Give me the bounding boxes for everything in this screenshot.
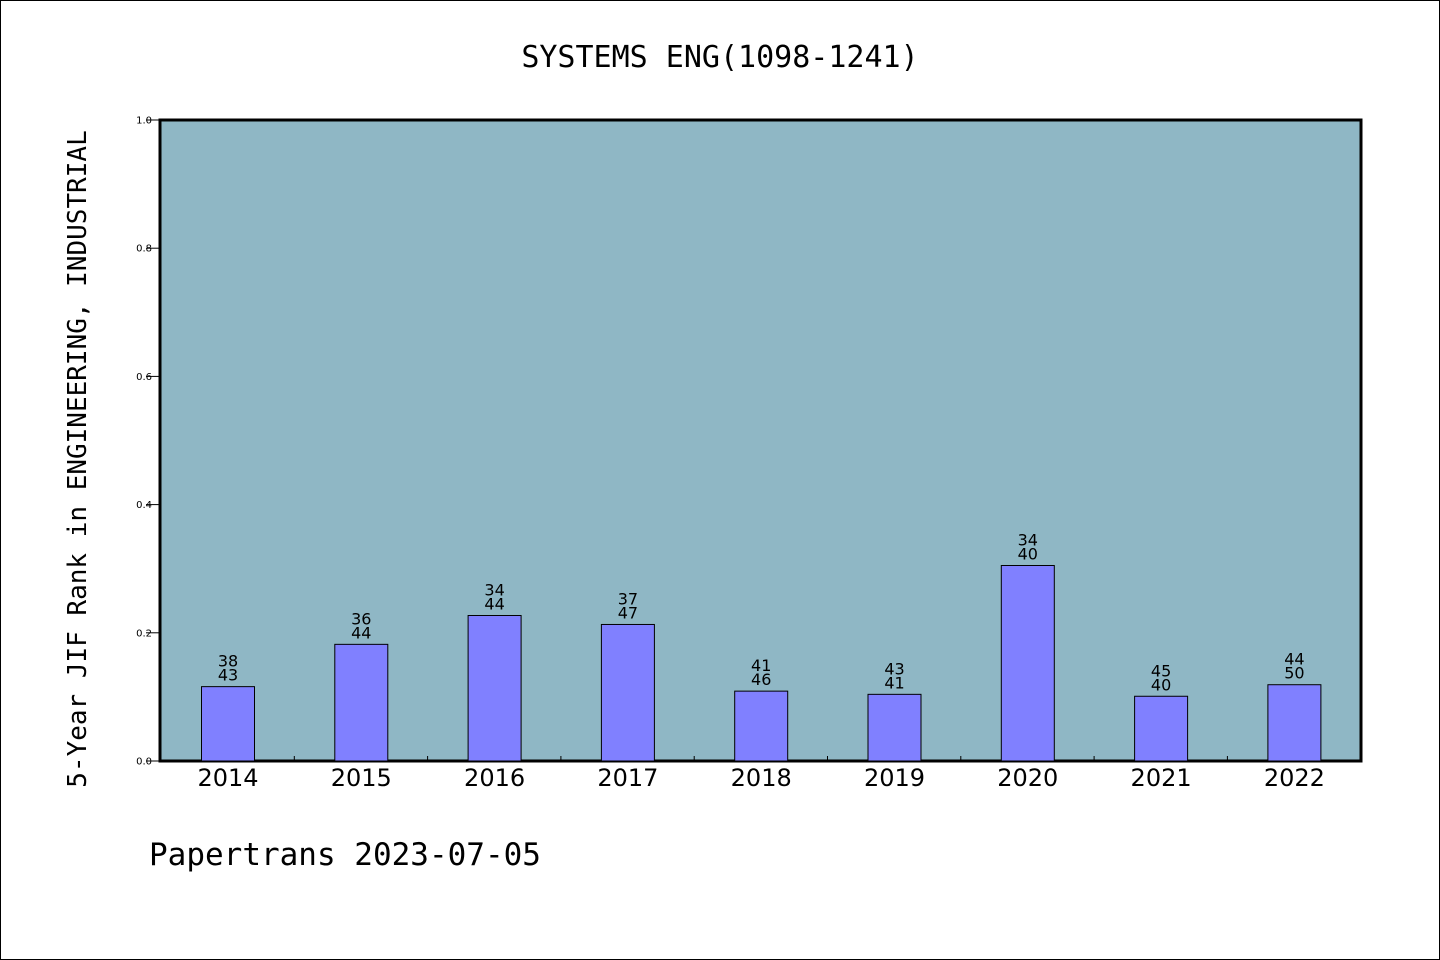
bar-label-top-2022: 44 (1284, 650, 1304, 669)
x-tick-label-2015: 2015 (331, 764, 392, 792)
x-tick-label-2018: 2018 (731, 764, 792, 792)
chart-title: SYSTEMS ENG(1098-1241) (521, 40, 918, 75)
x-tick-label-2014: 2014 (197, 764, 258, 792)
bar-label-bottom-2014: 43 (218, 666, 238, 685)
bar-2021 (1134, 695, 1189, 762)
bar-label-bottom-2018: 46 (751, 670, 771, 689)
y-tick-label-2: 0.4 (136, 500, 152, 511)
x-tick-label-2016: 2016 (464, 764, 525, 792)
bar-2017 (600, 623, 655, 762)
bar-2015 (334, 643, 389, 762)
y-tick-label-1: 0.2 (136, 628, 152, 639)
y-tick-label-5: 1.0 (136, 116, 152, 127)
ticks-layer: 2014 2015 2016 2017 2018 2019 2020 2021 2022 0.0 0… (136, 116, 1325, 793)
y-tick-label-3: 0.6 (136, 372, 152, 383)
x-tick-label-2022: 2022 (1264, 764, 1325, 792)
bar-2022 (1267, 684, 1322, 762)
bar-label-bottom-2021: 40 (1151, 675, 1171, 694)
bar-2016 (467, 614, 522, 762)
bar-2018 (734, 690, 789, 762)
bar-label-top-2018: 41 (751, 656, 771, 675)
bar-2020 (1000, 564, 1055, 762)
bar-label-top-2021: 45 (1151, 661, 1171, 680)
bar-label-bottom-2022: 50 (1284, 664, 1304, 683)
bar-2014 (201, 686, 255, 762)
bar-label-top-2020: 34 (1018, 530, 1038, 549)
x-tick-label-2019: 2019 (864, 764, 925, 792)
bar-label-bottom-2020: 40 (1018, 544, 1038, 563)
footer-text: Papertrans 2023-07-05 (149, 837, 541, 873)
x-tick-label-2021: 2021 (1131, 764, 1192, 792)
y-tick-label-4: 0.8 (136, 244, 152, 255)
bar-label-top-2016: 34 (484, 580, 504, 599)
bar-2019 (867, 693, 922, 762)
bar-label-bottom-2017: 47 (618, 603, 638, 622)
bar-label-bottom-2019: 41 (884, 673, 904, 692)
bar-label-bottom-2015: 44 (351, 623, 371, 642)
y-axis-label: 5-Year JIF Rank in ENGINEERING, INDUSTRI… (63, 130, 93, 787)
bar-label-top-2015: 36 (351, 609, 371, 628)
x-tick-label-2017: 2017 (597, 764, 658, 792)
bar-label-top-2014: 38 (218, 652, 238, 671)
bar-label-top-2017: 37 (618, 589, 638, 608)
bar-label-top-2019: 43 (884, 659, 904, 678)
x-tick-label-2020: 2020 (997, 764, 1058, 792)
bar-label-bottom-2016: 44 (484, 594, 504, 613)
y-tick-label-0: 0.0 (136, 757, 152, 768)
